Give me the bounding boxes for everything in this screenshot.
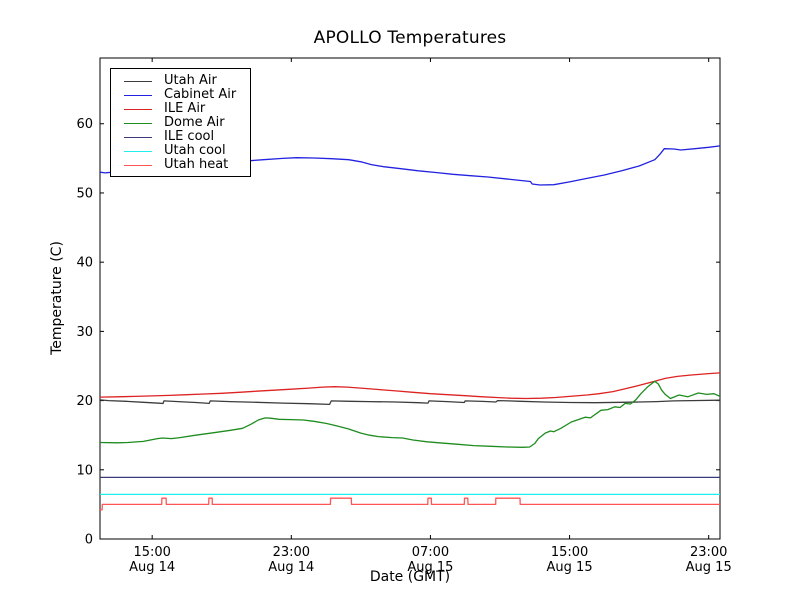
legend-line-sample xyxy=(124,150,152,152)
y-tick-label: 50 xyxy=(76,186,93,201)
legend-line-sample xyxy=(124,80,152,82)
legend-line-sample xyxy=(124,108,152,110)
legend-entry: Utah Air xyxy=(124,74,236,88)
x-tick-label-date: Aug 14 xyxy=(129,560,175,575)
x-tick-label-date: Aug 15 xyxy=(547,560,593,575)
x-tick-label-date: Aug 15 xyxy=(686,560,732,575)
x-tick-label-time: 15:00 xyxy=(551,545,588,560)
legend-entry: Utah heat xyxy=(124,158,236,172)
legend-label: Utah heat xyxy=(164,157,229,172)
legend-entry: Cabinet Air xyxy=(124,88,236,102)
legend: Utah Air Cabinet Air ILE Air Dome Air ILE co… xyxy=(110,68,252,177)
legend-label: Utah Air xyxy=(164,73,217,88)
legend-line-sample xyxy=(124,94,152,96)
axes-frame xyxy=(99,57,721,540)
y-tick-label: 0 xyxy=(85,533,93,548)
y-tick-label: 30 xyxy=(76,325,93,340)
legend-line-sample xyxy=(124,164,152,166)
series-line-utah-heat xyxy=(100,497,720,511)
x-tick-label-time: 23:00 xyxy=(690,545,727,560)
x-tick-label-date: Aug 15 xyxy=(407,560,453,575)
legend-entry: Utah cool xyxy=(124,144,236,158)
series-line-utah-air xyxy=(99,399,721,406)
x-axis-label: Date (GMT) xyxy=(369,569,451,585)
series-line-dome-air xyxy=(99,380,721,448)
legend-entry: Dome Air xyxy=(124,116,236,130)
y-tick-label: 60 xyxy=(76,117,93,132)
y-tick-label: 40 xyxy=(76,256,93,271)
legend-entry: ILE cool xyxy=(124,130,236,144)
legend-label: Cabinet Air xyxy=(164,87,237,102)
series-line-ile-air xyxy=(99,372,721,400)
y-tick-label: 20 xyxy=(76,394,93,409)
legend-line-sample xyxy=(124,122,152,124)
legend-label: Dome Air xyxy=(164,115,225,130)
chart-title: APOLLO Temperatures xyxy=(313,28,507,48)
legend-line-sample xyxy=(124,136,152,138)
legend-entry: ILE Air xyxy=(124,102,236,116)
legend-label: ILE cool xyxy=(164,129,215,144)
legend-label: Utah cool xyxy=(164,143,226,158)
x-tick-label-date: Aug 14 xyxy=(268,560,314,575)
series-line-cabinet-air xyxy=(99,145,721,186)
x-tick-label-time: 15:00 xyxy=(133,545,170,560)
legend-label: ILE Air xyxy=(164,101,206,116)
x-tick-label-time: 23:00 xyxy=(273,545,310,560)
y-tick-label: 10 xyxy=(76,463,93,478)
x-tick-label-time: 07:00 xyxy=(412,545,449,560)
